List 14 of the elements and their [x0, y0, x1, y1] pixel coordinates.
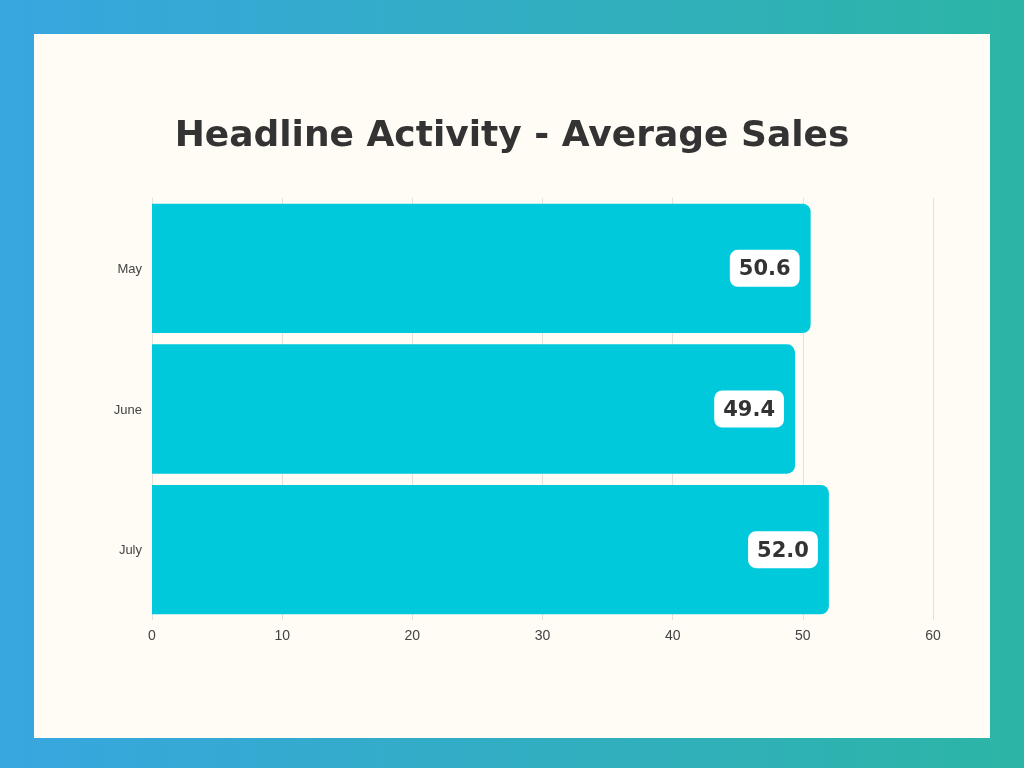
- y-tick-label: June: [113, 401, 142, 417]
- y-tick-label: July: [118, 542, 143, 558]
- chart-title: Headline Activity - Average Sales: [174, 112, 850, 154]
- x-tick-label: 40: [664, 627, 681, 643]
- x-tick-label: 60: [925, 627, 941, 643]
- data-label: 52.0: [757, 537, 809, 562]
- x-tick-label: 30: [534, 627, 551, 643]
- y-tick-label: May: [117, 260, 143, 276]
- x-tick-label: 0: [148, 627, 157, 643]
- data-label: 49.4: [723, 397, 776, 421]
- data-label: 50.6: [738, 256, 791, 281]
- x-tick-label: 10: [274, 627, 291, 643]
- x-tick-label: 20: [404, 627, 421, 643]
- x-tick-label: 50: [795, 627, 811, 643]
